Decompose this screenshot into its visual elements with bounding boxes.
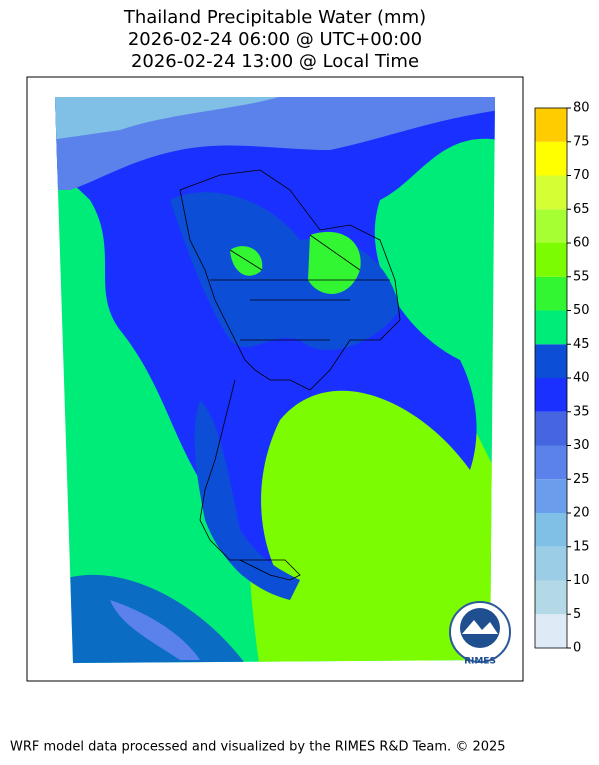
- colorbar-tick-label: 35: [573, 404, 590, 419]
- colorbar-tick-label: 55: [573, 269, 590, 284]
- colorbar-segment: [535, 310, 567, 345]
- colorbar-tick-label: 40: [573, 371, 590, 386]
- colorbar-tick-label: 10: [573, 573, 590, 588]
- colorbar-segment: [535, 580, 567, 615]
- colorbar-tick-label: 25: [573, 472, 590, 487]
- map: RIMES: [26, 76, 524, 682]
- title-line: Thailand Precipitable Water (mm): [123, 7, 426, 28]
- field: [55, 97, 495, 663]
- colorbar-tick-label: 20: [573, 506, 590, 521]
- colorbar-segment: [535, 243, 567, 277]
- colorbar-segment: [535, 344, 567, 378]
- colorbar-segment: [535, 108, 567, 142]
- logo-text: RIMES: [464, 657, 496, 667]
- title-line: 2026-02-24 13:00 @ Local Time: [131, 51, 419, 72]
- borders: [179, 169, 401, 581]
- colorbar-tick-label: 45: [573, 337, 590, 352]
- colorbar-segment: [535, 411, 567, 446]
- colorbar-tick-label: 50: [573, 303, 590, 318]
- colorbar-segment: [535, 141, 567, 176]
- colorbar-segment: [535, 445, 567, 480]
- logo: RIMES: [449, 601, 511, 667]
- colorbar-segment: [535, 209, 567, 243]
- colorbar-tick-label: 5: [573, 607, 581, 622]
- colorbar-segment: [535, 175, 567, 210]
- colorbar-segment: [535, 614, 567, 648]
- colorbar-tick-label: 30: [573, 438, 590, 453]
- colorbar-tick-label: 80: [573, 101, 590, 116]
- colorbar: 0 5 10 15 20 25 30 35 40 45 50 55 60 65 70 75 80: [534, 101, 590, 656]
- colorbar-segment: [535, 378, 567, 412]
- colorbar-segment: [535, 479, 567, 513]
- colorbar-tick-label: 70: [573, 168, 590, 183]
- colorbar-segment: [535, 513, 567, 547]
- title-line: 2026-02-24 06:00 @ UTC+00:00: [128, 29, 422, 50]
- footer: WRF model data processed and visualized …: [10, 740, 506, 755]
- colorbar-tick-label: 60: [573, 236, 590, 251]
- colorbar-segment: [535, 546, 567, 581]
- colorbar-tick-label: 15: [573, 539, 590, 554]
- colorbar-segment: [535, 276, 567, 311]
- colorbar-tick-label: 0: [573, 641, 581, 656]
- colorbar-tick-label: 65: [573, 202, 590, 217]
- colorbar-tick-label: 75: [573, 134, 590, 149]
